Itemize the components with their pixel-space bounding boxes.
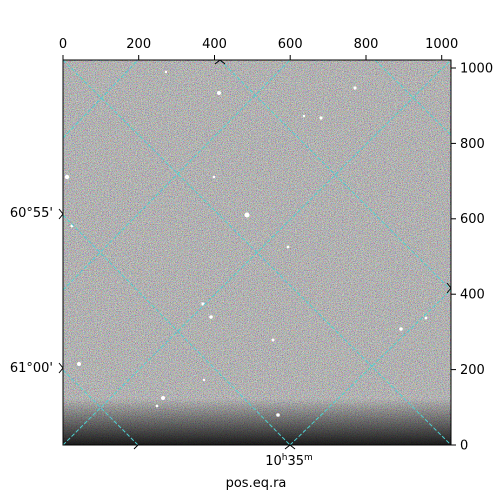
star-source — [209, 315, 213, 319]
right-tick-label: 400 — [460, 288, 485, 303]
star-source — [217, 91, 221, 95]
grid-line — [63, 60, 451, 445]
star-source — [276, 413, 280, 417]
left-declination-axis: 60°55' 61°00' — [10, 206, 64, 376]
right-tick-label: 1000 — [460, 61, 493, 76]
star-source — [77, 362, 81, 366]
right-world-ticks — [446, 282, 452, 294]
top-tick-label: 0 — [59, 37, 67, 52]
star-source — [64, 174, 70, 180]
star-source — [399, 327, 403, 331]
bottom-tick-label: 10h35m — [265, 453, 313, 469]
right-tick-label: 200 — [460, 363, 485, 378]
top-pixel-axis: 0 200 400 600 800 1000 — [59, 37, 458, 60]
star-source — [319, 116, 323, 120]
sky-image — [63, 60, 451, 445]
left-tick-label: 61°00' — [10, 361, 53, 376]
star-source — [164, 70, 168, 74]
right-pixel-axis: 0 200 400 600 800 1000 — [451, 61, 493, 454]
star-source — [155, 404, 159, 408]
left-tick-label: 60°55' — [10, 206, 53, 221]
star-source — [424, 316, 428, 320]
right-tick-label: 800 — [460, 137, 485, 152]
grid-line — [289, 289, 451, 445]
star-sources — [64, 70, 428, 417]
star-source — [271, 338, 275, 342]
star-source — [286, 245, 290, 249]
grid-line — [219, 60, 451, 291]
star-source — [212, 175, 216, 179]
bottom-ra-axis: 10h35m pos.eq.ra — [133, 444, 313, 491]
top-tick-label: 400 — [202, 37, 227, 52]
star-source — [244, 212, 250, 218]
plot-frame — [62, 59, 452, 446]
right-tick-label: 0 — [460, 439, 468, 454]
bottom-axis-label: pos.eq.ra — [226, 476, 287, 491]
coordinate-grid — [63, 60, 451, 445]
top-tick-label: 200 — [126, 37, 151, 52]
top-world-ticks — [214, 59, 226, 65]
star-source — [302, 114, 306, 118]
star-source — [161, 396, 165, 400]
top-tick-label: 800 — [354, 37, 379, 52]
star-source — [202, 378, 206, 382]
star-source — [353, 86, 357, 90]
top-tick-label: 1000 — [425, 37, 458, 52]
top-tick-label: 600 — [278, 37, 303, 52]
grid-line — [63, 60, 139, 139]
right-tick-label: 600 — [460, 212, 485, 227]
